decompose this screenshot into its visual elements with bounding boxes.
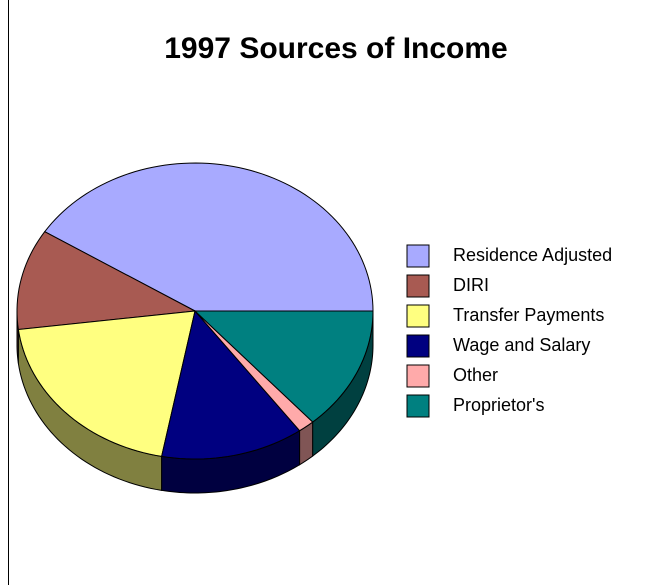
pie-slice [16,231,197,331]
pie [16,162,374,494]
legend-label: Transfer Payments [453,305,604,325]
chart-title: 1997 Sources of Income [164,32,507,65]
pie-slice [43,162,374,312]
legend-label: Proprietor's [453,395,544,415]
legend-swatch [406,334,430,358]
legend-swatch [406,394,430,418]
legend-label: Residence Adjusted [453,245,612,265]
pie-slice [17,310,196,457]
legend-label: Wage and Salary [453,335,590,355]
pie-slice [193,310,374,423]
legend-swatch [406,244,430,268]
legend: Residence Adjusted DIRI Transfer Payments W… [406,244,612,418]
legend-swatch [406,274,430,298]
legend-label: DIRI [453,275,489,295]
legend-swatch [406,304,430,328]
legend-label: Other [453,365,498,385]
pie-slice [161,309,301,460]
legend-swatch [406,364,430,388]
